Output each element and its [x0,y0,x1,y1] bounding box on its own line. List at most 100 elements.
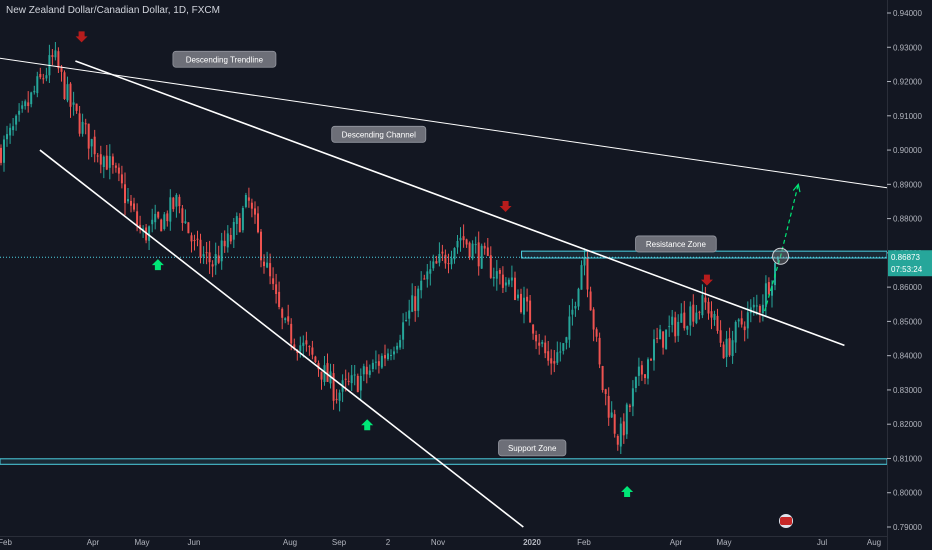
candle-body [402,322,405,340]
candle-body [133,203,135,210]
trendlines-layer [0,57,888,528]
candle-body [353,374,356,376]
price-tick-label: 0.88000 [893,215,922,224]
candle-body [163,214,166,229]
candle-body [247,197,250,201]
candle-body [139,224,142,229]
candle-body [338,392,341,401]
candle-body [650,359,652,361]
candle-body [686,326,689,330]
candle-body [226,233,229,248]
candle-body [601,366,604,390]
candle-body [3,139,5,163]
candle-body [471,243,474,259]
candle-body [238,218,241,233]
candle-body [486,247,489,256]
candle-body [592,309,595,330]
descending-trendline [0,57,888,189]
candle-body [199,239,202,258]
candle-body [752,304,755,308]
candle-body [447,263,450,265]
candle-body [625,404,628,435]
candle-body [764,283,767,307]
candle-body [287,316,290,322]
candle-body [81,121,84,134]
candle-body [250,202,253,209]
candle-body [326,363,329,382]
time-tick-label: Aug [283,538,297,547]
price-tick-label: 0.90000 [893,146,922,155]
candle-body [504,282,507,286]
candle-body [151,219,154,225]
time-tick-label: Apr [87,538,100,547]
candle-body [637,366,640,376]
candle-body [701,295,704,316]
time-tick-label: Aug [867,538,881,547]
candle-body [130,200,132,206]
candle-body [656,337,659,339]
candle-body [740,318,743,325]
candle-body [96,155,99,157]
candle-body [323,365,326,382]
candle-body [417,288,420,311]
candle-body [269,263,272,277]
candle-body [69,83,72,107]
support-zone [0,458,888,465]
candle-body [102,156,105,167]
time-tick-label: May [134,538,149,547]
candle-body [51,55,54,57]
candle-body [432,261,435,269]
candle-body [595,329,598,337]
price-tick-label: 0.84000 [893,352,922,361]
candle-body [75,103,78,111]
candle-body [728,338,731,356]
candle-body [254,208,256,215]
candle-body [217,255,220,263]
candle-body [495,271,498,279]
candle-body [689,306,692,326]
candle-body [368,370,371,375]
candle-body [480,245,483,269]
candle-body [184,221,187,224]
candle-body [665,329,668,350]
candle-body [659,329,662,340]
candle-body [290,323,293,344]
candle-body [120,174,123,184]
annotation-label: Support Zone [508,444,557,453]
price-tick-label: 0.91000 [893,112,922,121]
candle-body [405,320,408,321]
price-tick-label: 0.93000 [893,43,922,52]
candle-body [710,311,713,318]
arrow-up-icon [361,419,374,431]
annotation-box [331,125,427,143]
candle-body [39,74,42,78]
candle-body [507,279,510,285]
candle-body [426,271,429,280]
price-tick-label: 0.89000 [893,180,922,189]
candle-body [438,254,441,263]
price-tick-label: 0.85000 [893,317,922,326]
candle-body [308,346,311,348]
candle-body [33,90,36,93]
candle-body [619,423,622,447]
candle-body [12,126,15,131]
candle-body [598,337,601,365]
channel-lower [39,149,524,528]
candle-body [299,345,302,352]
projection-arrowhead [792,182,801,193]
time-axis[interactable]: Feb Apr May Jun Aug Sep 2 Nov 2020 Feb Apr May Jul Au… [0,536,887,548]
candle-body [278,291,281,307]
candle-body [559,351,562,353]
candle-body [281,308,284,318]
candle-body [332,373,335,401]
candle-body [0,147,2,163]
candle-body [423,278,426,280]
candle-body [441,251,444,254]
price-tick-label: 0.80000 [893,489,922,498]
candle-body [465,239,468,245]
candle-body [30,92,33,105]
candle-body [320,371,323,380]
candle-body [390,355,392,356]
candle-body [396,345,399,350]
